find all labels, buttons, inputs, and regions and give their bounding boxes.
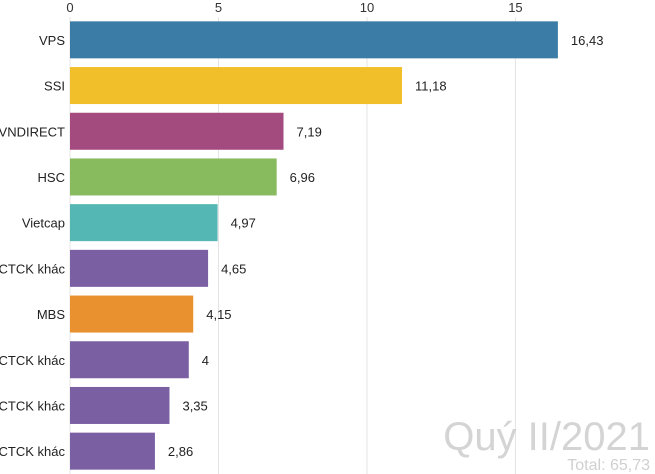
category-label-4: Vietcap [22,216,65,231]
bar-2 [70,112,284,150]
category-label-8: CTCK khác [0,398,65,413]
category-labels: VPS SSI VNDIRECT HSC Vietcap CTCK khác MBS CTCK… [0,33,65,459]
value-label-2: 7,19 [297,124,322,139]
value-label-8: 3,35 [182,398,207,413]
value-labels: 16,43 11,18 7,19 6,96 4,97 4,65 4,15 4 3,35 2,86 [168,33,604,459]
bar-0 [70,21,558,59]
bar-5 [70,249,209,287]
bar-6 [70,295,194,333]
period-label: Quý II/2021 [443,415,650,459]
x-axis-ticks: 0 5 10 15 [66,0,522,15]
value-label-1: 11,18 [415,79,447,94]
x-tick-label-1: 5 [215,0,222,15]
total-label: Total: 65,73 [567,457,650,474]
value-label-7: 4 [202,353,209,368]
category-label-0: VPS [39,33,65,48]
value-label-6: 4,15 [206,307,231,322]
value-label-3: 6,96 [290,170,315,185]
value-label-4: 4,97 [231,216,256,231]
bar-8 [70,386,170,424]
bar-4 [70,204,218,242]
bars [70,21,558,470]
category-label-1: SSI [44,79,65,94]
category-label-7: CTCK khác [0,353,65,368]
category-label-3: HSC [38,170,65,185]
category-label-5: CTCK khác [0,261,65,276]
x-tick-label-0: 0 [66,0,73,15]
category-label-6: MBS [37,307,66,322]
bar-9 [70,432,155,470]
category-label-9: CTCK khác [0,444,65,459]
x-tick-label-2: 10 [360,0,374,15]
bar-3 [70,158,277,196]
bar-1 [70,67,402,105]
x-tick-label-3: 15 [508,0,522,15]
value-label-9: 2,86 [168,444,193,459]
bar-7 [70,341,189,379]
category-label-2: VNDIRECT [0,124,65,139]
value-label-5: 4,65 [221,261,246,276]
value-label-0: 16,43 [571,33,604,48]
